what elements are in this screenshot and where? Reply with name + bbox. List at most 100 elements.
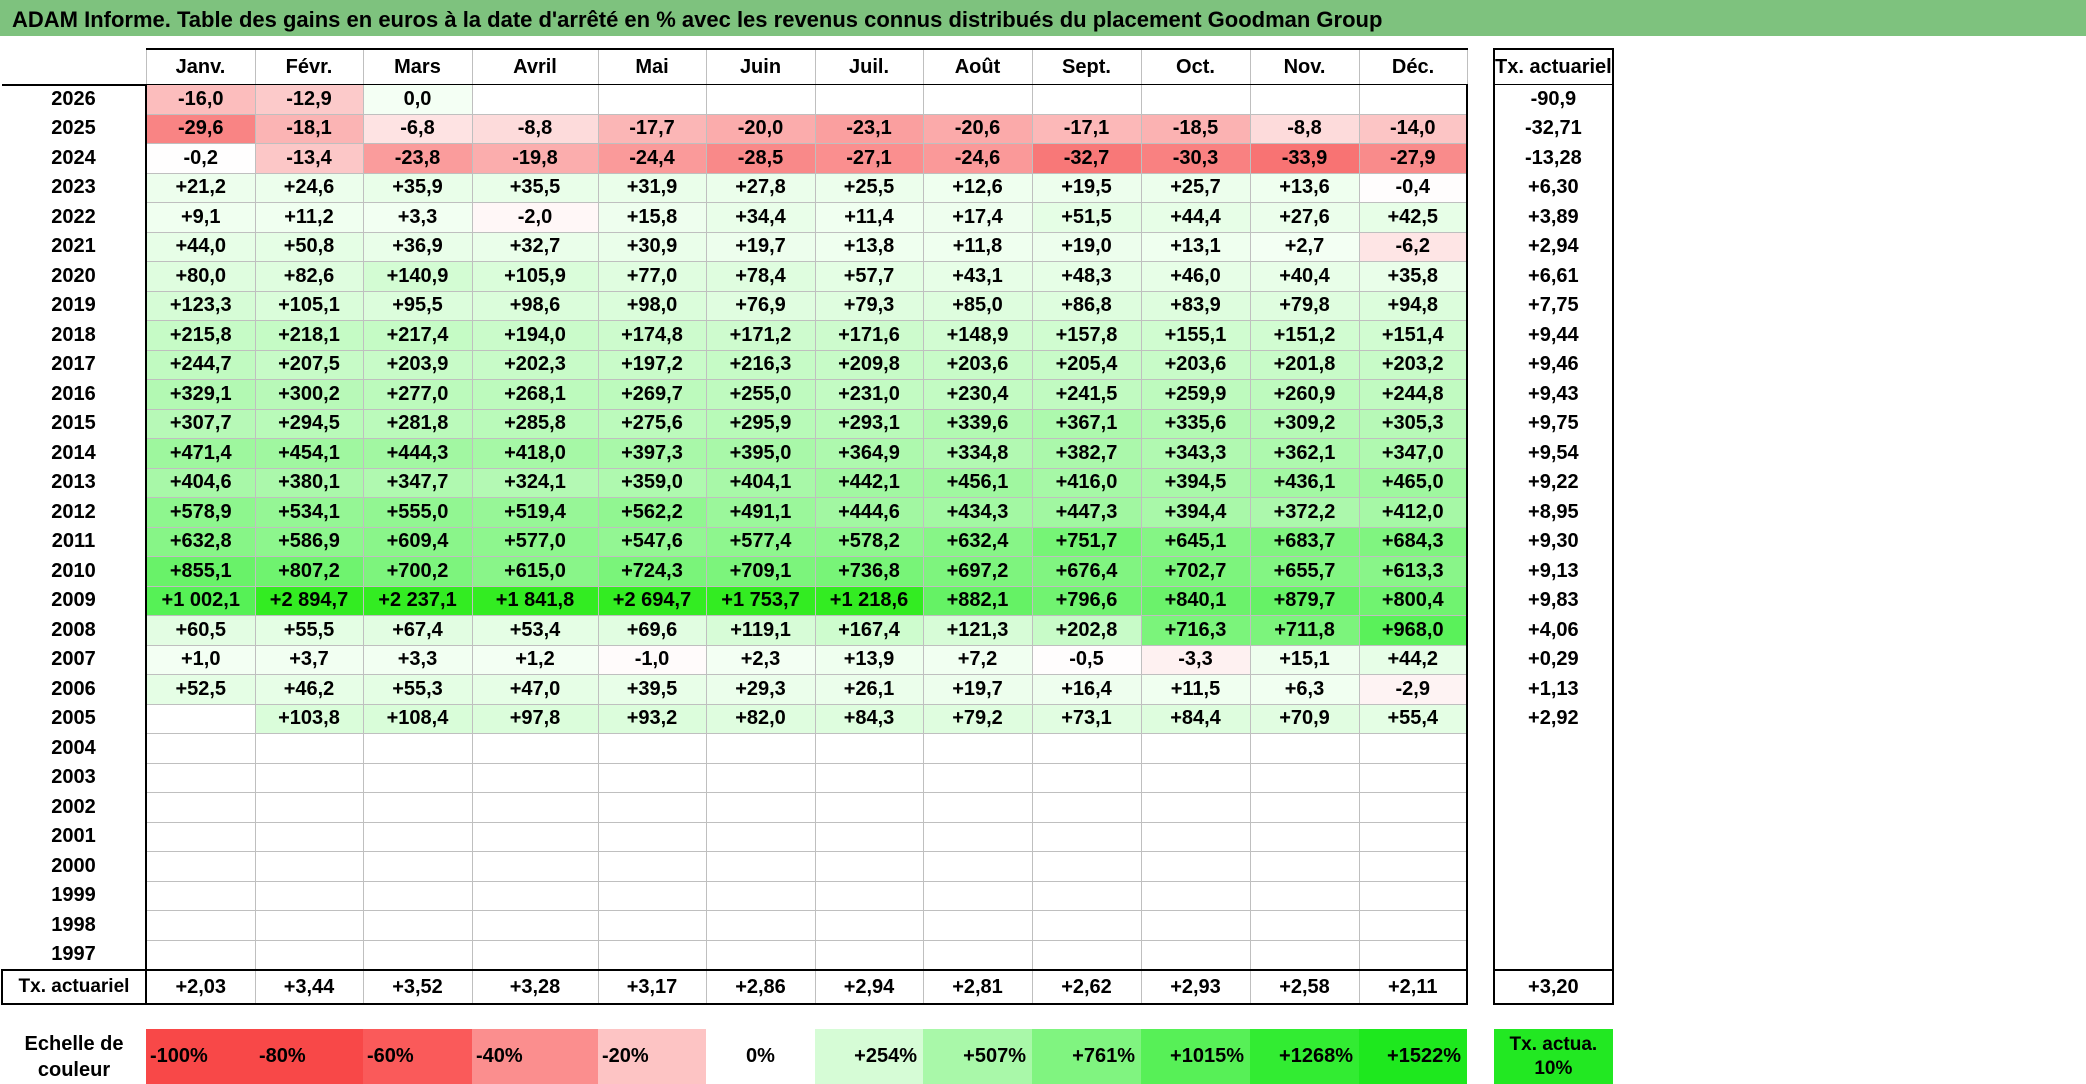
gain-cell: +70,9 [1249, 704, 1360, 734]
gain-cell: -27,1 [814, 143, 924, 174]
gain-cell: +1,2 [471, 645, 599, 675]
gain-cell [254, 763, 364, 793]
gain-cell [471, 940, 599, 971]
gain-cell: +9,1 [145, 202, 256, 233]
month-header: Févr. [254, 48, 364, 85]
actuarial-cell [1493, 792, 1614, 822]
gain-cell: +364,9 [814, 438, 924, 469]
actuarial-cell: +9,30 [1493, 527, 1614, 557]
color-scale-swatch: +1015% [1141, 1029, 1250, 1084]
gain-cell: +32,7 [471, 232, 599, 262]
gain-cell: +655,7 [1249, 556, 1360, 587]
totals-cell: +3,28 [471, 969, 599, 1005]
gain-cell: +394,4 [1140, 497, 1251, 528]
gain-cell: +855,1 [145, 556, 256, 587]
year-label: 2023 [51, 176, 96, 199]
gain-cell: +93,2 [597, 704, 707, 734]
gain-cell: +534,1 [254, 497, 364, 528]
gain-cell: -18,1 [254, 114, 364, 144]
gain-cell: +6,3 [1249, 674, 1360, 705]
gain-cell [362, 763, 473, 793]
gain-cell [814, 733, 924, 764]
gain-cell [1031, 84, 1142, 115]
actuarial-cell [1493, 910, 1614, 940]
gain-cell: +78,4 [705, 261, 816, 292]
gain-cell [1031, 733, 1142, 764]
gain-cell: +471,4 [145, 438, 256, 469]
year-label: 2005 [51, 707, 96, 730]
gain-cell: -28,5 [705, 143, 816, 174]
gain-cell [145, 822, 256, 852]
gain-cell: +73,1 [1031, 704, 1142, 734]
gain-cell: +19,7 [922, 674, 1033, 705]
actuarial-cell: -32,71 [1493, 114, 1614, 144]
column-gap [1467, 232, 1494, 262]
gain-cell [1140, 910, 1251, 941]
gain-cell [705, 822, 816, 852]
gain-cell: +140,9 [362, 261, 473, 292]
year-label: 2008 [51, 618, 96, 641]
gain-cell: +613,3 [1358, 556, 1468, 587]
gain-cell: +76,9 [705, 291, 816, 321]
gain-cell [597, 851, 707, 882]
gain-cell [254, 851, 364, 882]
gain-cell [1358, 792, 1468, 823]
gain-cell: +684,3 [1358, 527, 1468, 557]
gain-cell [1358, 822, 1468, 852]
gain-cell: +194,0 [471, 320, 599, 351]
gain-cell: -6,8 [362, 114, 473, 144]
gain-cell: +105,9 [471, 261, 599, 292]
gain-cell [362, 851, 473, 882]
gain-cell [1249, 822, 1360, 852]
gain-cell [471, 792, 599, 823]
column-gap [1467, 822, 1494, 852]
gain-cell: +31,9 [597, 173, 707, 203]
column-gap [1467, 586, 1494, 616]
gain-cell: +724,3 [597, 556, 707, 587]
gain-cell [597, 792, 707, 823]
gain-cell: +3,3 [362, 202, 473, 233]
gain-cell [597, 763, 707, 793]
gain-cell: +347,0 [1358, 438, 1468, 469]
gain-cell [1140, 851, 1251, 882]
gain-cell: +55,5 [254, 615, 364, 646]
gain-cell [1358, 763, 1468, 793]
gain-cell [145, 851, 256, 882]
table-row: 2011 +632,8 +586,9 +609,4 +577,0 +547,6 +577,4… [2, 527, 1614, 557]
gain-cell [362, 910, 473, 941]
gain-cell: +3,3 [362, 645, 473, 675]
gain-cell: +307,7 [145, 409, 256, 439]
gain-cell [471, 851, 599, 882]
column-gap [1467, 852, 1494, 882]
gain-cell: +217,4 [362, 320, 473, 351]
table-row: 2025 -29,6 -18,1 -6,8 -8,8 -17,7 -20,0 -23,1 -20… [2, 114, 1614, 144]
year-label: 2013 [51, 471, 96, 494]
gain-cell: +2 694,7 [597, 586, 707, 616]
gain-cell: +434,3 [922, 497, 1033, 528]
gain-cell [1140, 881, 1251, 911]
gain-cell [597, 881, 707, 911]
year-label: 2002 [51, 795, 96, 818]
gain-cell [597, 84, 707, 115]
gain-cell: +97,8 [471, 704, 599, 734]
gain-cell: -32,7 [1031, 143, 1142, 174]
color-scale-swatch: -60% [363, 1029, 472, 1084]
gain-cell [705, 940, 816, 971]
gain-cell: +55,4 [1358, 704, 1468, 734]
gain-cell: +50,8 [254, 232, 364, 262]
year-label: 2022 [51, 205, 96, 228]
column-gap [1467, 468, 1494, 498]
gain-cell [705, 910, 816, 941]
color-scale-swatch: +507% [923, 1029, 1032, 1084]
gain-cell: +15,8 [597, 202, 707, 233]
gain-cell: +709,1 [705, 556, 816, 587]
year-label: 2004 [51, 736, 96, 759]
gain-cell [1031, 763, 1142, 793]
gain-cell: +151,4 [1358, 320, 1468, 351]
gain-cell: +1 218,6 [814, 586, 924, 616]
gain-cell: +2 237,1 [362, 586, 473, 616]
gain-cell: +359,0 [597, 468, 707, 498]
column-gap [1467, 1029, 1494, 1084]
totals-cell: +2,62 [1031, 969, 1142, 1005]
gain-cell: +697,2 [922, 556, 1033, 587]
